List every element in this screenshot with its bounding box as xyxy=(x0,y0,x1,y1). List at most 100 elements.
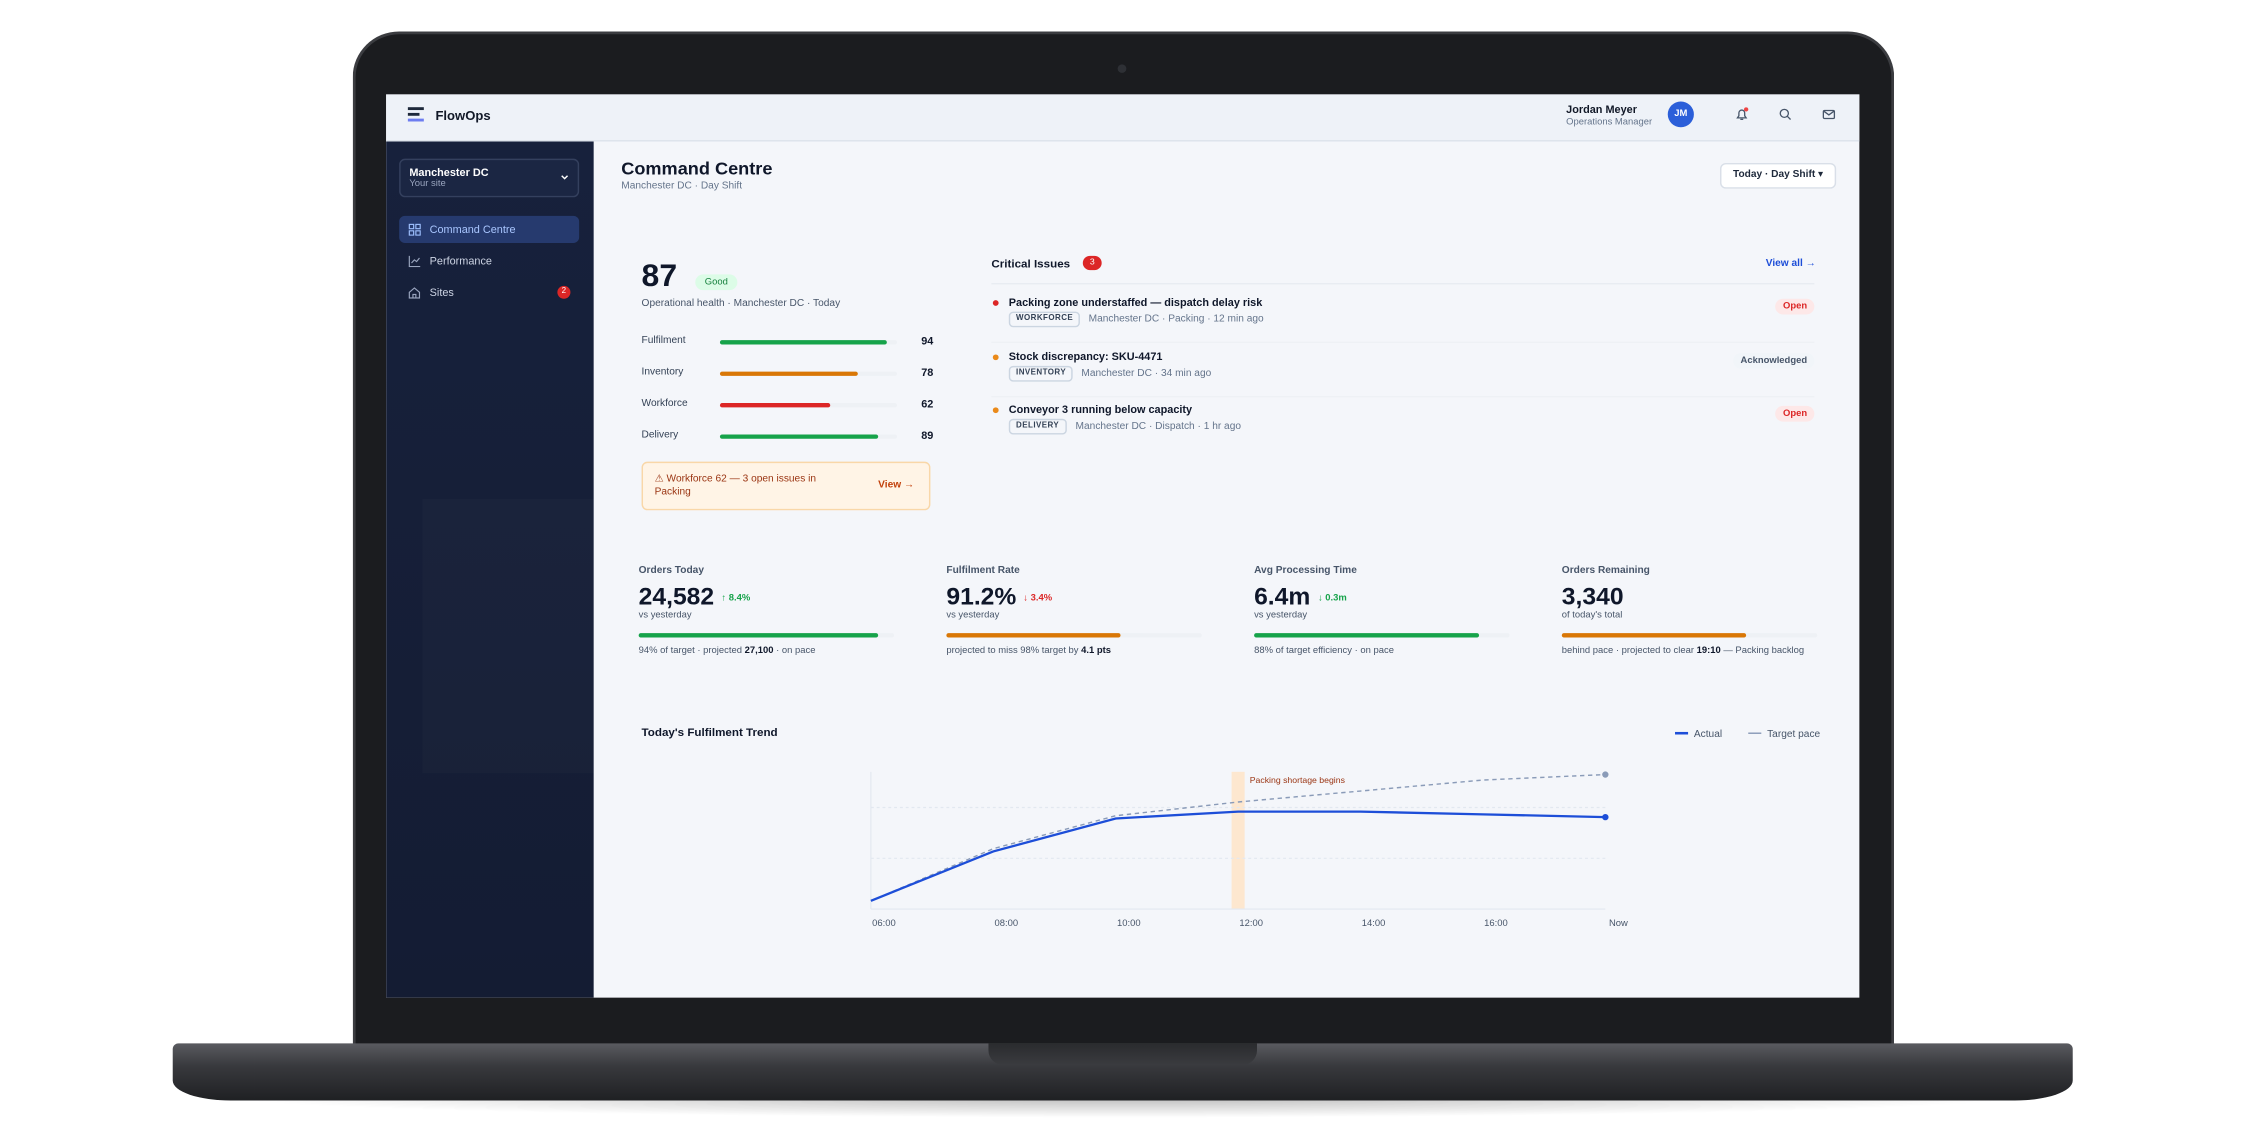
metric-label: Fulfilment xyxy=(641,335,686,346)
kpi-label: Avg Processing Time xyxy=(1254,565,1357,577)
nav-icon-glyph xyxy=(408,287,421,299)
kpi-note-text: behind pace · projected to clear xyxy=(1561,646,1697,657)
alert-text: ⚠ Workforce 62 — 3 open issues in Packin… xyxy=(654,474,817,499)
kpi-delta: ↓ 3.4% xyxy=(1023,593,1053,604)
kpi-progress xyxy=(946,633,1121,638)
laptop-notch xyxy=(988,1043,1257,1065)
kpi-note: 88% of target efficiency · on pace xyxy=(1254,645,1509,658)
issue-status: Open xyxy=(1775,298,1815,315)
nav-item[interactable]: Sites 2 xyxy=(399,279,579,306)
issues-view-all[interactable]: View all → xyxy=(1765,258,1816,269)
page-subtitle: Manchester DC · Day Shift xyxy=(621,181,743,192)
metric-bar xyxy=(719,370,859,376)
period-button[interactable]: Today · Day Shift ▾ xyxy=(1720,162,1837,189)
kpi-note-emphasis: 27,100 xyxy=(744,646,774,657)
notifications-button[interactable] xyxy=(1735,107,1750,121)
chevron-icon xyxy=(561,175,569,180)
x-tick-label: 06:00 xyxy=(872,918,896,928)
issue-title: Conveyor 3 running below capacity xyxy=(1008,403,1193,416)
nav-label: Performance xyxy=(429,254,492,268)
search-icon xyxy=(1779,108,1792,120)
health-caption: Operational health · Manchester DC · Tod… xyxy=(641,298,841,309)
nav-item[interactable]: Performance xyxy=(399,247,579,274)
metric-value: 62 xyxy=(921,397,934,411)
kpi-card: Fulfilment Rate 91.2% ↓ 3.4% vs yesterday pr… xyxy=(929,550,1222,686)
issues-count: 3 xyxy=(1082,255,1102,271)
top-bar: FlowOps Jordan Meyer Operations Manager JM xyxy=(386,94,1860,142)
avatar[interactable]: JM xyxy=(1667,101,1694,128)
issue-row[interactable]: Stock discrepancy: SKU-4471 INVENTORY Manc… xyxy=(991,349,1815,392)
trend-title: Today's Fulfilment Trend xyxy=(641,726,778,739)
kpi-card: Orders Today 24,582 ↑ 8.4% vs yesterday 94% … xyxy=(621,550,914,686)
next-card xyxy=(621,986,1836,997)
issue-title: Packing zone understaffed — dispatch del… xyxy=(1008,295,1263,309)
kpi-progress xyxy=(638,633,879,638)
nav-icon-glyph xyxy=(408,223,421,236)
metric-value: 89 xyxy=(921,428,934,442)
series-line xyxy=(870,773,1606,902)
alert-action[interactable]: View → xyxy=(878,480,915,491)
app-name: FlowOps xyxy=(435,108,491,123)
chevron xyxy=(560,173,569,182)
nav-icon-glyph xyxy=(408,255,421,268)
trend-card: Today's Fulfilment Trend Actual Target pac… xyxy=(621,705,1836,968)
user-role: Operations Manager xyxy=(1566,117,1653,128)
x-tick-label: 10:00 xyxy=(1117,918,1141,928)
nav-badge: 2 xyxy=(557,285,571,299)
nav-label: Sites xyxy=(429,285,454,299)
health-status: Good xyxy=(695,274,738,291)
kpi-card: Avg Processing Time 6.4m ↓ 0.3m vs yesterda… xyxy=(1237,550,1530,686)
site-name: Manchester DC xyxy=(409,165,489,179)
metric-bar xyxy=(719,339,887,344)
logo-icon xyxy=(407,107,424,123)
kpi-delta: ↓ 0.3m xyxy=(1317,593,1347,604)
issue-title: Stock discrepancy: SKU-4471 xyxy=(1008,349,1163,363)
issue-dot xyxy=(992,353,999,360)
issue-row[interactable]: Packing zone understaffed — dispatch del… xyxy=(991,295,1815,339)
site-selector[interactable]: Manchester DC Your site xyxy=(399,158,580,198)
mail-icon xyxy=(1822,109,1836,120)
kpi-card: Orders Remaining 3,340 of today's total beh… xyxy=(1544,550,1837,686)
kpi-label: Orders Remaining xyxy=(1561,565,1650,577)
x-tick-label: Now xyxy=(1609,918,1628,928)
metric-value: 78 xyxy=(921,365,934,379)
kpi-value: 24,582 xyxy=(638,583,715,611)
series-endpoint xyxy=(1602,771,1609,778)
issue-dot xyxy=(992,407,999,414)
kpi-compare: vs yesterday xyxy=(1254,610,1308,621)
issue-tag: INVENTORY xyxy=(1008,365,1074,381)
issue-meta: Manchester DC · Dispatch · 1 hr ago xyxy=(1075,421,1242,432)
issue-row[interactable]: Conveyor 3 running below capacity DELIVER… xyxy=(991,403,1815,446)
kpi-compare: vs yesterday xyxy=(946,610,1000,621)
metric-label: Inventory xyxy=(641,367,684,378)
issue-tag: WORKFORCE xyxy=(1008,311,1081,328)
kpi-value: 6.4m xyxy=(1254,583,1311,611)
metric-bar xyxy=(719,402,830,407)
kpi-delta: ↑ 8.4% xyxy=(721,593,751,604)
kpi-note-text: projected to miss 98% target by xyxy=(946,646,1082,657)
kpi-label: Fulfilment Rate xyxy=(946,565,1020,577)
metric-value: 94 xyxy=(921,334,934,348)
kpi-value: 3,340 xyxy=(1561,583,1624,611)
series-endpoint xyxy=(1602,813,1609,821)
kpi-note: 94% of target · projected 27,100 · on pa… xyxy=(639,645,894,658)
kpi-note-text: 88% of target efficiency · on pace xyxy=(1254,646,1394,657)
kpi-value: 91.2% xyxy=(946,583,1017,611)
issues-title: Critical Issues xyxy=(991,257,1071,271)
issues-card: Critical Issues 3 View all → Packing zone u… xyxy=(971,236,1836,532)
nav-item[interactable]: Command Centre xyxy=(399,215,580,243)
nav-icon xyxy=(408,286,421,299)
messages-button[interactable] xyxy=(1822,107,1837,121)
x-tick-label: 08:00 xyxy=(995,918,1019,928)
metric-label: Delivery xyxy=(641,430,679,441)
page-title: Command Centre xyxy=(621,158,773,179)
sidebar-panel xyxy=(422,499,593,773)
kpi-note-emphasis: 19:10 xyxy=(1696,646,1721,657)
divider xyxy=(991,282,1815,285)
user-name: Jordan Meyer xyxy=(1566,102,1637,116)
logo-bar xyxy=(407,118,424,122)
search-button[interactable] xyxy=(1778,107,1793,121)
issue-dot xyxy=(992,300,999,306)
issue-meta: Manchester DC · Packing · 12 min ago xyxy=(1088,314,1264,325)
